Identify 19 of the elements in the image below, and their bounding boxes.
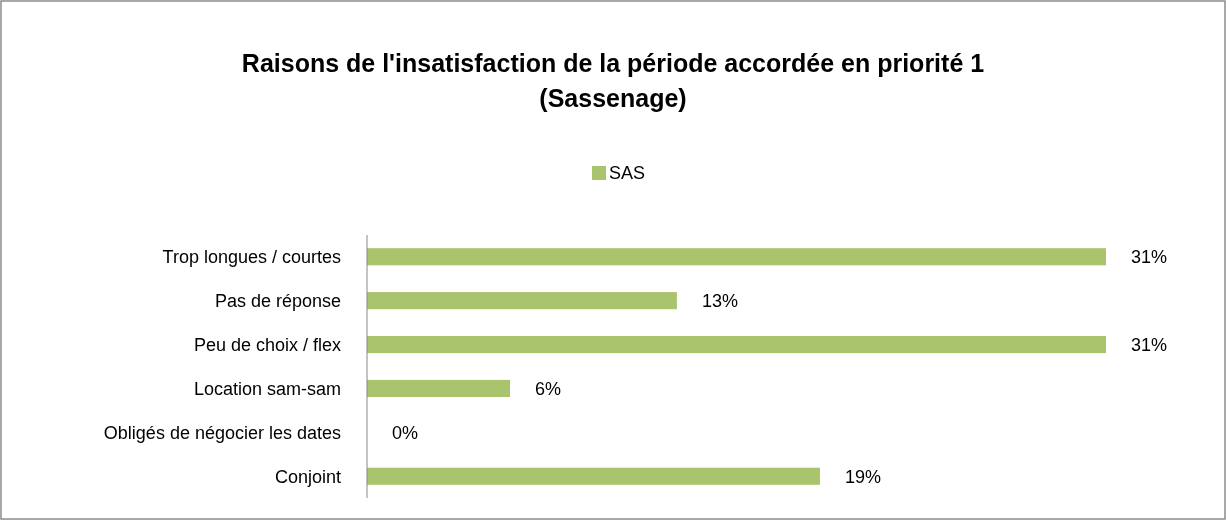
y-tick-label: Peu de choix / flex <box>193 334 341 355</box>
bar <box>367 292 677 310</box>
bar <box>367 335 1106 354</box>
bar <box>367 248 1106 266</box>
bar <box>367 379 511 398</box>
y-tick-label: Trop longues / courtes <box>162 247 341 268</box>
bar <box>367 467 820 485</box>
data-label: 31% <box>1131 334 1168 355</box>
y-tick-label: Conjoint <box>274 466 341 487</box>
data-label: 19% <box>844 466 881 487</box>
legend-label: SAS <box>609 163 646 184</box>
y-tick-label: Obligés de négocier les dates <box>103 422 341 443</box>
data-label: 31% <box>1131 247 1168 268</box>
y-tick-label: Location sam-sam <box>193 378 341 399</box>
chart-title: Raisons de l'insatisfaction de la période accordée en priorité 1 (Sassenage) <box>241 49 985 112</box>
data-label: 6% <box>535 378 562 399</box>
data-label: 13% <box>701 290 738 311</box>
y-tick-label: Pas de réponse <box>214 290 341 311</box>
data-label: 0% <box>392 422 419 443</box>
